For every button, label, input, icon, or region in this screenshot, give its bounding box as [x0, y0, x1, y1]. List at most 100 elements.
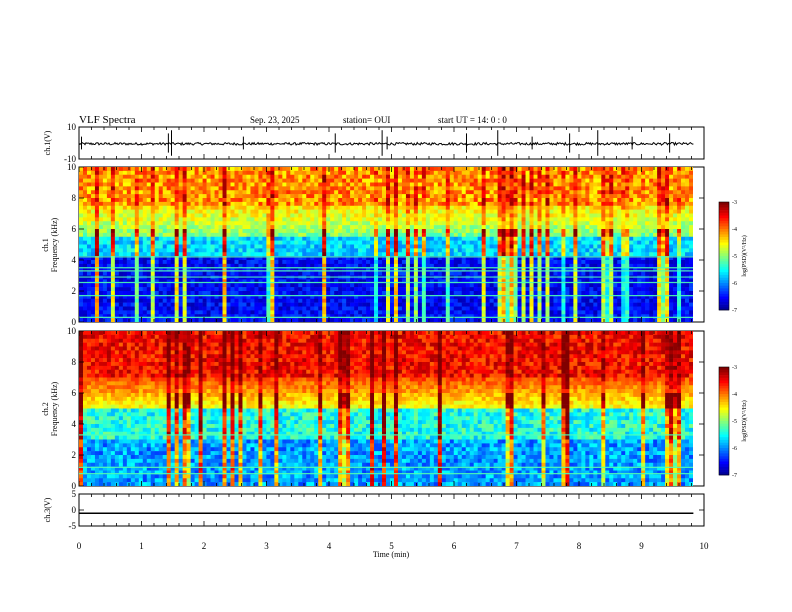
colorbar-cell	[719, 307, 729, 311]
colorbar-cell	[719, 464, 729, 468]
colorbar-cell	[719, 369, 729, 373]
colorbar-cell	[719, 429, 729, 433]
colorbar-cell	[719, 242, 729, 246]
colorbar-cell	[719, 410, 729, 414]
colorbar-cell	[719, 212, 729, 216]
colorbar-cell	[719, 367, 729, 370]
colorbar-cell	[719, 380, 729, 384]
colorbar-cell	[719, 434, 729, 438]
colorbar-cell	[719, 264, 729, 268]
x-tick-label: 2	[202, 541, 207, 551]
colorbar-cell	[719, 277, 729, 281]
y-tick-label: 8	[72, 193, 77, 203]
x-tick-label: 10	[700, 541, 710, 551]
figure-title: VLF Spectra	[79, 114, 136, 126]
colorbar-cell	[719, 372, 729, 376]
colorbar-cell	[719, 407, 729, 411]
x-tick-label: 6	[452, 541, 457, 551]
colorbar-cell	[719, 256, 729, 259]
x-tick-label: 1	[139, 541, 144, 551]
colorbar-cell	[719, 421, 729, 424]
y-tick-label: 2	[72, 286, 77, 296]
ch2-spectrogram-ylabel-top: ch.2	[41, 402, 50, 416]
y-tick-label: 4	[72, 419, 77, 429]
y-tick-label: 8	[72, 357, 77, 367]
colorbar-cell	[719, 377, 729, 381]
colorbar-cell	[719, 469, 729, 473]
colorbar-cell	[719, 418, 729, 422]
x-axis-label: Time (min)	[373, 550, 410, 559]
colorbar-cell	[719, 304, 729, 308]
ch2-spectrogram-panel	[78, 330, 705, 487]
colorbar-cell	[719, 448, 729, 451]
colorbar-cell	[719, 385, 729, 389]
colorbar-cell	[719, 220, 729, 224]
colorbar-cell	[719, 283, 729, 286]
ch2-spectrogram-ylabel: Frequency (kHz)	[50, 381, 59, 436]
colorbar-cell	[719, 218, 729, 222]
colorbar-frame	[718, 201, 730, 311]
colorbar-label: log(PSD)(V²/Hz)	[741, 400, 748, 441]
colorbar-cell	[719, 288, 729, 292]
ch2-spectrogram-image	[79, 331, 693, 486]
colorbar-cell	[719, 301, 729, 305]
colorbar-cell	[719, 450, 729, 454]
colorbar-cell	[719, 456, 729, 460]
colorbar-cell	[719, 223, 729, 227]
colorbar-cell	[719, 442, 729, 446]
y-tick-label: 4	[72, 255, 77, 265]
colorbar-tick-label: -4	[732, 227, 737, 233]
y-tick-label: 0	[72, 317, 77, 327]
y-tick-label: -10	[64, 154, 76, 164]
station-label: station= OUI	[343, 115, 390, 125]
colorbar-cell	[719, 291, 729, 295]
colorbar-cell	[719, 234, 729, 238]
colorbar-cell	[719, 261, 729, 265]
colorbar-cell	[719, 396, 729, 400]
colorbar-cell	[719, 274, 729, 278]
colorbar-cell	[719, 210, 729, 214]
colorbar-cell	[719, 293, 729, 297]
colorbar-cell	[719, 202, 729, 205]
y-tick-label: 10	[67, 326, 77, 336]
y-tick-label: 10	[67, 162, 77, 172]
y-tick-label: 0	[72, 481, 77, 491]
colorbar-cell	[719, 285, 729, 289]
colorbar-cell	[719, 388, 729, 392]
ch1-waveform-plot	[78, 130, 694, 156]
ch1-spectrogram-ylabel-top: ch.1	[41, 238, 50, 252]
colorbar-cell	[719, 426, 729, 430]
colorbar-cell	[719, 258, 729, 262]
x-tick-label: 0	[77, 541, 82, 551]
colorbar-cell	[719, 466, 729, 470]
x-tick-label: 7	[514, 541, 519, 551]
colorbar-cell	[719, 250, 729, 254]
ch1-spectrogram-panel	[78, 166, 705, 323]
colorbar-cell	[719, 266, 729, 270]
x-tick-label: 3	[264, 541, 269, 551]
colorbar-cell	[719, 431, 729, 435]
colorbar-tick-label: -3	[732, 365, 737, 371]
colorbar-tick-label: -7	[732, 473, 737, 479]
colorbar-tick-label: -5	[732, 254, 737, 260]
x-tick-label: 8	[577, 541, 582, 551]
colorbar-cell	[719, 375, 729, 379]
colorbar-cell	[719, 461, 729, 465]
start-ut-label: start UT = 14: 0 : 0	[438, 115, 507, 125]
x-tick-label: 4	[327, 541, 332, 551]
colorbar-tick-label: -7	[732, 308, 737, 314]
y-tick-label: 2	[72, 450, 77, 460]
colorbar-cell	[719, 229, 729, 232]
colorbar-cell	[719, 383, 729, 387]
colorbar-cell	[719, 247, 729, 251]
colorbar-cell	[719, 453, 729, 457]
date-label: Sep. 23, 2025	[250, 115, 300, 125]
colorbar-cell	[719, 272, 729, 276]
colorbar-tick-label: -3	[732, 200, 737, 206]
colorbar-cell	[719, 226, 729, 230]
colorbar-cell	[719, 439, 729, 443]
y-tick-label: 5	[72, 489, 77, 499]
colorbar-cell	[719, 472, 729, 476]
